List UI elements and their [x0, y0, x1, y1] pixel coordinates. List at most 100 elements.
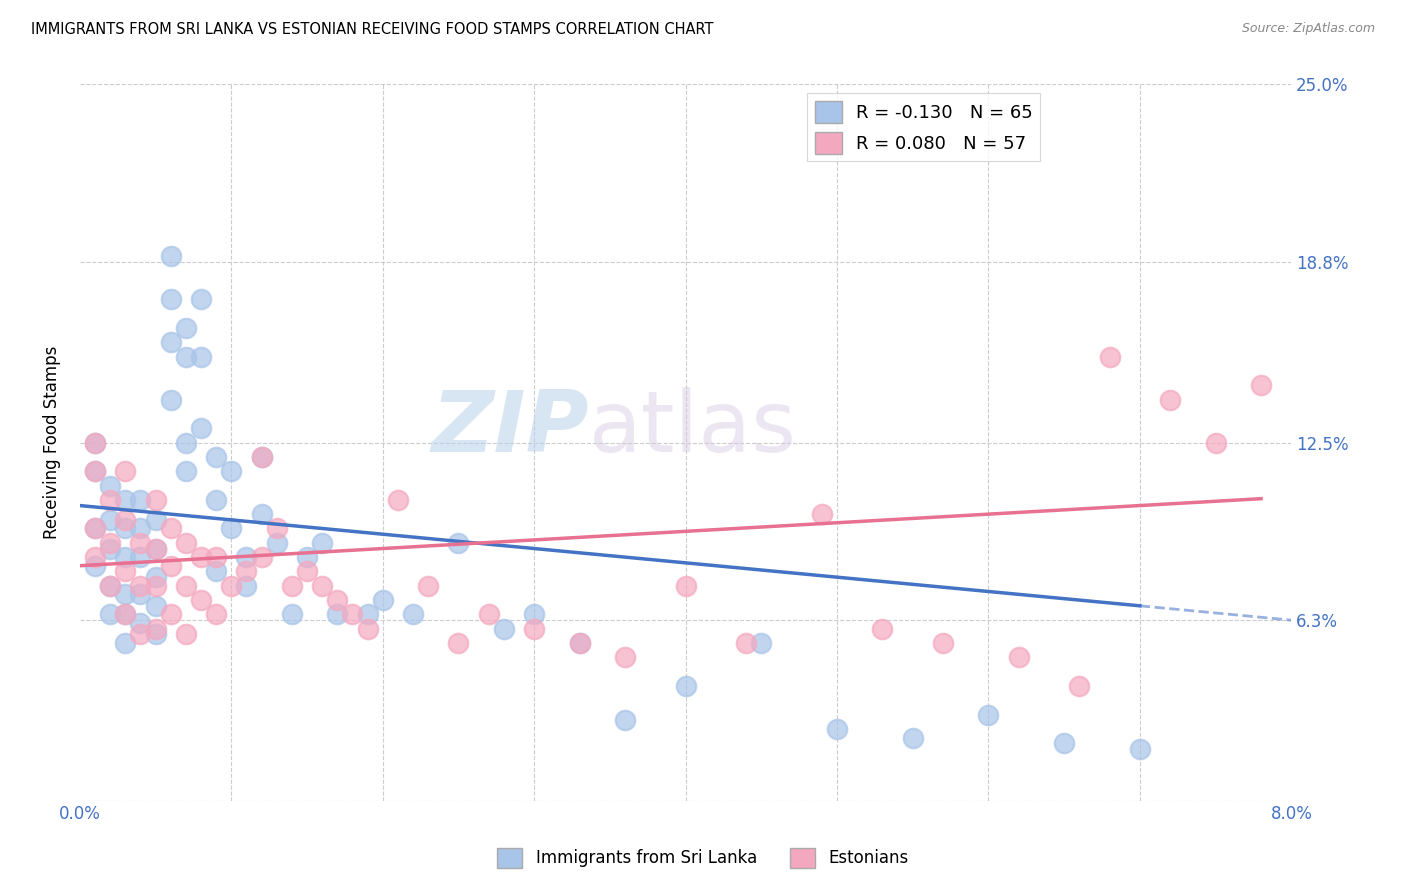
Point — [205, 565, 228, 579]
Point — [84, 550, 107, 565]
Point — [159, 392, 181, 407]
Y-axis label: Receiving Food Stamps: Receiving Food Stamps — [44, 346, 60, 540]
Point — [190, 593, 212, 607]
Point — [145, 622, 167, 636]
Point — [159, 558, 181, 573]
Point — [932, 636, 955, 650]
Point — [295, 550, 318, 565]
Point — [84, 464, 107, 478]
Point — [145, 541, 167, 556]
Point — [190, 350, 212, 364]
Point — [342, 607, 364, 622]
Point — [250, 450, 273, 464]
Point — [145, 627, 167, 641]
Point — [735, 636, 758, 650]
Point — [205, 550, 228, 565]
Point — [190, 550, 212, 565]
Point — [311, 579, 333, 593]
Point — [250, 450, 273, 464]
Point — [418, 579, 440, 593]
Point — [326, 607, 349, 622]
Point — [174, 579, 197, 593]
Point — [129, 536, 152, 550]
Point — [749, 636, 772, 650]
Point — [523, 622, 546, 636]
Legend: R = -0.130   N = 65, R = 0.080   N = 57: R = -0.130 N = 65, R = 0.080 N = 57 — [807, 94, 1040, 161]
Point — [98, 478, 121, 492]
Point — [159, 335, 181, 350]
Point — [205, 492, 228, 507]
Point — [568, 636, 591, 650]
Point — [1129, 742, 1152, 756]
Point — [266, 536, 288, 550]
Point — [114, 492, 136, 507]
Point — [190, 421, 212, 435]
Point — [174, 627, 197, 641]
Point — [84, 521, 107, 535]
Text: Source: ZipAtlas.com: Source: ZipAtlas.com — [1241, 22, 1375, 36]
Point — [129, 579, 152, 593]
Point — [129, 550, 152, 565]
Point — [98, 492, 121, 507]
Point — [356, 607, 378, 622]
Point — [145, 492, 167, 507]
Point — [159, 607, 181, 622]
Point — [129, 587, 152, 601]
Point — [84, 558, 107, 573]
Point — [221, 579, 243, 593]
Point — [145, 541, 167, 556]
Point — [1008, 650, 1031, 665]
Point — [825, 722, 848, 736]
Point — [114, 607, 136, 622]
Point — [356, 622, 378, 636]
Point — [145, 570, 167, 584]
Point — [221, 464, 243, 478]
Point — [84, 435, 107, 450]
Point — [221, 521, 243, 535]
Point — [114, 464, 136, 478]
Point — [1250, 378, 1272, 392]
Point — [98, 607, 121, 622]
Point — [387, 492, 409, 507]
Point — [523, 607, 546, 622]
Point — [1053, 736, 1076, 750]
Point — [478, 607, 501, 622]
Point — [129, 627, 152, 641]
Point — [190, 293, 212, 307]
Point — [1069, 679, 1091, 693]
Point — [145, 599, 167, 613]
Point — [114, 587, 136, 601]
Point — [159, 521, 181, 535]
Point — [266, 521, 288, 535]
Point — [159, 293, 181, 307]
Point — [84, 464, 107, 478]
Point — [447, 636, 470, 650]
Point — [447, 536, 470, 550]
Point — [114, 565, 136, 579]
Point — [114, 550, 136, 565]
Point — [174, 536, 197, 550]
Point — [159, 249, 181, 263]
Point — [250, 550, 273, 565]
Point — [402, 607, 425, 622]
Point — [492, 622, 515, 636]
Point — [568, 636, 591, 650]
Point — [371, 593, 394, 607]
Text: IMMIGRANTS FROM SRI LANKA VS ESTONIAN RECEIVING FOOD STAMPS CORRELATION CHART: IMMIGRANTS FROM SRI LANKA VS ESTONIAN RE… — [31, 22, 713, 37]
Point — [205, 607, 228, 622]
Point — [811, 507, 834, 521]
Point — [205, 450, 228, 464]
Point — [174, 350, 197, 364]
Point — [235, 550, 257, 565]
Point — [281, 607, 304, 622]
Point — [98, 579, 121, 593]
Point — [174, 464, 197, 478]
Point — [114, 521, 136, 535]
Point — [235, 579, 257, 593]
Text: atlas: atlas — [589, 387, 797, 470]
Point — [174, 321, 197, 335]
Point — [675, 679, 697, 693]
Point — [98, 579, 121, 593]
Point — [114, 513, 136, 527]
Point — [98, 541, 121, 556]
